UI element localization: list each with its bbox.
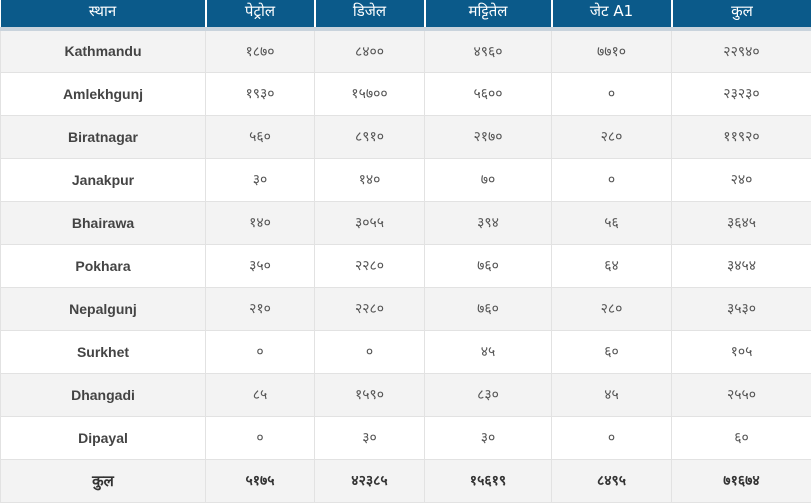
table-row: Dipayal ० ३० ३० ० ६०	[1, 416, 811, 459]
header-petrol: पेट्रोल	[206, 0, 315, 29]
cell-diesel: ३०५५	[315, 201, 425, 244]
cell-diesel: ८४००	[315, 29, 425, 72]
cell-diesel-total: ४२३८५	[315, 459, 425, 502]
header-total: कुल	[672, 0, 811, 29]
cell-kerosene: ७६०	[425, 244, 552, 287]
table-row: Biratnagar ५६० ८९१० २१७० २८० ११९२०	[1, 115, 811, 158]
cell-place: Kathmandu	[1, 29, 206, 72]
cell-place: Nepalgunj	[1, 287, 206, 330]
cell-petrol: २१०	[206, 287, 315, 330]
cell-diesel: १५७००	[315, 72, 425, 115]
cell-grand-total: ७१६७४	[672, 459, 811, 502]
cell-jet-a1: २८०	[552, 115, 672, 158]
table-total-row: कुल ५१७५ ४२३८५ १५६१९ ८४९५ ७१६७४	[1, 459, 811, 502]
cell-place: Biratnagar	[1, 115, 206, 158]
header-place: स्थान	[1, 0, 206, 29]
cell-jet-a1: ०	[552, 416, 672, 459]
cell-place: Dipayal	[1, 416, 206, 459]
table-row: Bhairawa १४० ३०५५ ३९४ ५६ ३६४५	[1, 201, 811, 244]
cell-place: Surkhet	[1, 330, 206, 373]
cell-kerosene: ७०	[425, 158, 552, 201]
cell-place: Bhairawa	[1, 201, 206, 244]
cell-total: ३६४५	[672, 201, 811, 244]
cell-total: २४०	[672, 158, 811, 201]
cell-kerosene: ४५	[425, 330, 552, 373]
cell-diesel: २२८०	[315, 287, 425, 330]
cell-place: Amlekhgunj	[1, 72, 206, 115]
cell-total: ६०	[672, 416, 811, 459]
cell-petrol-total: ५१७५	[206, 459, 315, 502]
table-row: Pokhara ३५० २२८० ७६० ६४ ३४५४	[1, 244, 811, 287]
header-diesel: डिजेल	[315, 0, 425, 29]
cell-petrol: ०	[206, 416, 315, 459]
cell-kerosene: २१७०	[425, 115, 552, 158]
cell-petrol: ३५०	[206, 244, 315, 287]
cell-diesel: ३०	[315, 416, 425, 459]
table-row: Amlekhgunj १९३० १५७०० ५६०० ० २३२३०	[1, 72, 811, 115]
cell-petrol: ३०	[206, 158, 315, 201]
cell-total: २२९४०	[672, 29, 811, 72]
cell-jet-a1-total: ८४९५	[552, 459, 672, 502]
cell-kerosene: ३०	[425, 416, 552, 459]
cell-petrol: १४०	[206, 201, 315, 244]
cell-diesel: ८९१०	[315, 115, 425, 158]
cell-petrol: १९३०	[206, 72, 315, 115]
cell-total: ११९२०	[672, 115, 811, 158]
table-header-row: स्थान पेट्रोल डिजेल मट्टितेल जेट A1 कुल	[1, 0, 811, 29]
cell-diesel: ०	[315, 330, 425, 373]
cell-jet-a1: ५६	[552, 201, 672, 244]
table-row: Dhangadi ८५ १५९० ८३० ४५ २५५०	[1, 373, 811, 416]
cell-diesel: १४०	[315, 158, 425, 201]
cell-total-label: कुल	[1, 459, 206, 502]
cell-total: २५५०	[672, 373, 811, 416]
cell-total: २३२३०	[672, 72, 811, 115]
cell-kerosene: ५६००	[425, 72, 552, 115]
header-kerosene: मट्टितेल	[425, 0, 552, 29]
table-row: Nepalgunj २१० २२८० ७६० २८० ३५३०	[1, 287, 811, 330]
cell-total: ३५३०	[672, 287, 811, 330]
cell-diesel: २२८०	[315, 244, 425, 287]
table-row: Janakpur ३० १४० ७० ० २४०	[1, 158, 811, 201]
cell-total: १०५	[672, 330, 811, 373]
cell-kerosene: ३९४	[425, 201, 552, 244]
cell-petrol: ०	[206, 330, 315, 373]
cell-petrol: ५६०	[206, 115, 315, 158]
cell-jet-a1: ४५	[552, 373, 672, 416]
table-row: Surkhet ० ० ४५ ६० १०५	[1, 330, 811, 373]
cell-jet-a1: ०	[552, 72, 672, 115]
header-jet-a1: जेट A1	[552, 0, 672, 29]
cell-jet-a1: ७७१०	[552, 29, 672, 72]
cell-diesel: १५९०	[315, 373, 425, 416]
cell-kerosene: ४९६०	[425, 29, 552, 72]
cell-place: Dhangadi	[1, 373, 206, 416]
cell-kerosene: ७६०	[425, 287, 552, 330]
cell-petrol: १८७०	[206, 29, 315, 72]
cell-place: Pokhara	[1, 244, 206, 287]
cell-jet-a1: ६४	[552, 244, 672, 287]
cell-jet-a1: ६०	[552, 330, 672, 373]
cell-jet-a1: ०	[552, 158, 672, 201]
cell-petrol: ८५	[206, 373, 315, 416]
table-row: Kathmandu १८७० ८४०० ४९६० ७७१० २२९४०	[1, 29, 811, 72]
cell-total: ३४५४	[672, 244, 811, 287]
cell-kerosene: ८३०	[425, 373, 552, 416]
cell-kerosene-total: १५६१९	[425, 459, 552, 502]
cell-place: Janakpur	[1, 158, 206, 201]
cell-jet-a1: २८०	[552, 287, 672, 330]
